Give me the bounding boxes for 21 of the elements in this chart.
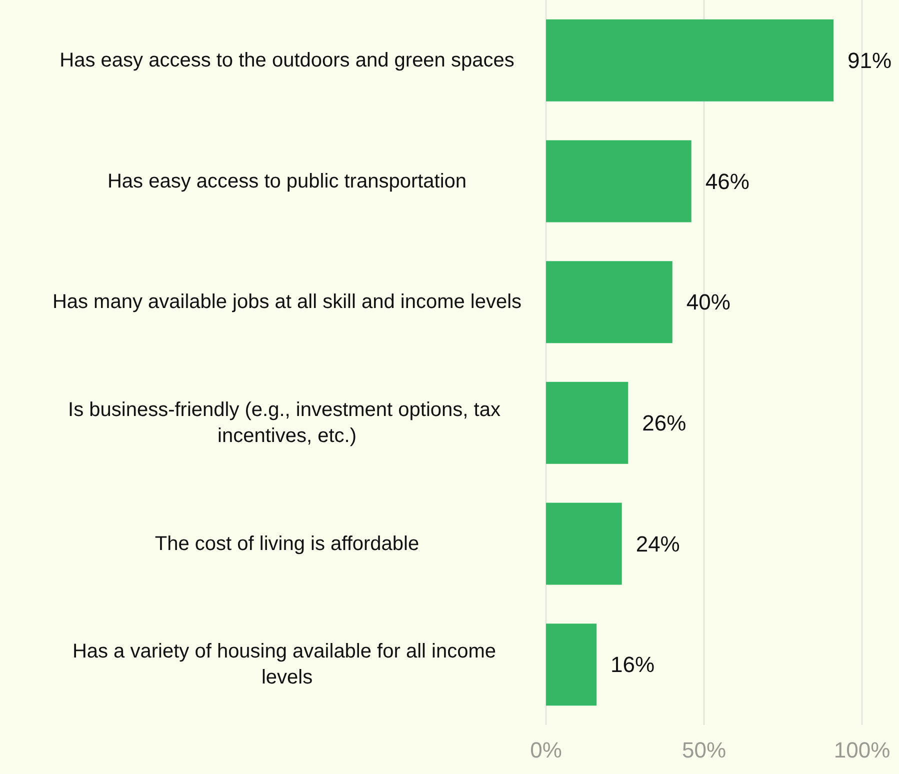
data-label: 40% <box>686 290 730 315</box>
bar <box>546 19 834 102</box>
data-label: 46% <box>705 168 750 194</box>
data-label: 26% <box>642 410 686 436</box>
y-tick-label: Has a variety of housing available for all income levels <box>72 640 502 689</box>
data-label: 16% <box>610 652 655 678</box>
bar <box>546 261 672 344</box>
y-tick-label: Has many available jobs at all skill and income levels <box>52 291 522 314</box>
bar <box>546 502 622 585</box>
x-tick-label: 100% <box>834 738 890 762</box>
y-tick-label: Has easy access to public transportation <box>107 170 467 192</box>
x-tick-label: 0% <box>530 738 562 762</box>
data-label: 91% <box>848 48 892 73</box>
bar <box>546 624 597 706</box>
bar <box>546 382 628 464</box>
y-tick-label: Is business-friendly (e.g., investment options, tax incentives, etc.) <box>68 398 506 447</box>
bar <box>546 140 692 222</box>
y-tick-label: The cost of living is affordable <box>154 532 420 555</box>
y-tick-label: Has easy access to the outdoors and green spaces <box>60 49 514 72</box>
x-tick-label: 50% <box>682 738 726 762</box>
data-label: 24% <box>636 531 680 556</box>
